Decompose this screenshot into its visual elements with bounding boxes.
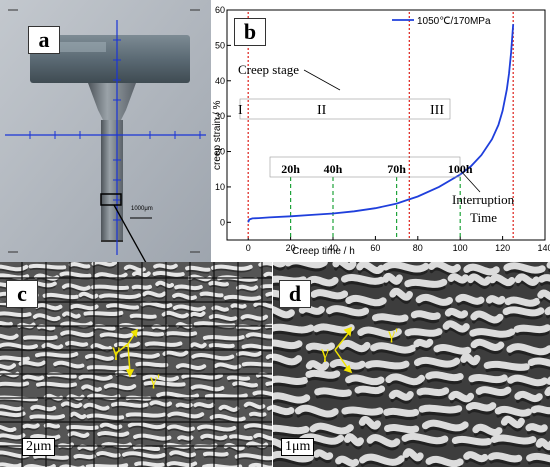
x-tick-label: 40 xyxy=(328,243,338,253)
y-tick-label: 60 xyxy=(215,5,225,15)
interruption-box xyxy=(269,156,461,178)
y-tick-label: 0 xyxy=(220,217,225,227)
creep-stage-label: Creep stage xyxy=(238,62,299,77)
y-tick-label: 10 xyxy=(215,182,225,192)
x-tick-label: 140 xyxy=(537,243,550,253)
specimen-neck xyxy=(88,83,136,122)
x-tick-label: 80 xyxy=(413,243,423,253)
sem-image-c xyxy=(0,262,272,467)
interruption-time-label: Time xyxy=(470,210,497,225)
region-of-interest-box xyxy=(100,193,122,206)
stage-3-label: III xyxy=(430,103,444,118)
panel-d-sem-micrograph: γ γ' 1μm d xyxy=(273,262,550,467)
x-axis-title: Creep time / h xyxy=(292,246,355,257)
panel-a-label: a xyxy=(28,26,60,54)
panel-d-scalebar: 1μm xyxy=(281,438,315,456)
panel-d-gamma-prime-label: γ' xyxy=(388,326,398,343)
interruption-label: Interruption xyxy=(452,192,515,207)
panel-a-scale-text: 1000μm xyxy=(131,206,153,212)
interruption-time-label-item: 70h xyxy=(387,162,406,176)
stage-1-label: I xyxy=(238,103,243,118)
panel-b-label: b xyxy=(234,18,266,46)
panel-b-creep-chart: 0 20 40 60 80 100 120 140 0 10 20 30 40 50 60 1050℃/1… xyxy=(212,0,550,262)
y-tick-label: 30 xyxy=(215,111,225,121)
creep-chart-svg: 0 20 40 60 80 100 120 140 0 10 20 30 40 50 60 1050℃/1… xyxy=(212,5,550,257)
panel-a-specimen-photo: 1000μm a xyxy=(0,0,211,262)
stage-2-label: II xyxy=(317,103,327,118)
x-tick-label: 120 xyxy=(495,243,510,253)
creep-curve-series xyxy=(247,24,515,223)
panel-c-gamma-label: γ xyxy=(112,340,120,360)
panel-c-sem-micrograph: γ γ' 2μm c xyxy=(0,262,272,467)
panel-c-scalebar: 2μm xyxy=(22,438,56,456)
x-tick-label: 100 xyxy=(453,243,468,253)
sem-image-d xyxy=(273,262,550,467)
panel-d-gamma-label: γ xyxy=(321,342,329,362)
y-tick-label: 20 xyxy=(215,147,225,157)
interruption-time-label-item: 40h xyxy=(324,162,343,176)
x-tick-label: 0 xyxy=(246,243,251,253)
panel-c-label: c xyxy=(6,280,38,308)
interruption-time-label-item: 100h xyxy=(448,162,473,176)
legend-entry: 1050℃/170MPa xyxy=(417,16,491,27)
stage-band xyxy=(239,98,451,120)
panel-d-label: d xyxy=(279,280,311,308)
interruption-time-label-item: 20h xyxy=(281,162,300,176)
x-tick-label: 60 xyxy=(370,243,380,253)
panel-c-gamma-prime-label: γ' xyxy=(150,372,160,389)
x-tick-label: 20 xyxy=(286,243,296,253)
y-axis-title: creep strain / % xyxy=(212,100,223,170)
y-tick-label: 40 xyxy=(215,76,225,86)
specimen-shank xyxy=(101,120,123,242)
plot-frame xyxy=(226,9,546,241)
y-tick-label: 50 xyxy=(215,40,225,50)
